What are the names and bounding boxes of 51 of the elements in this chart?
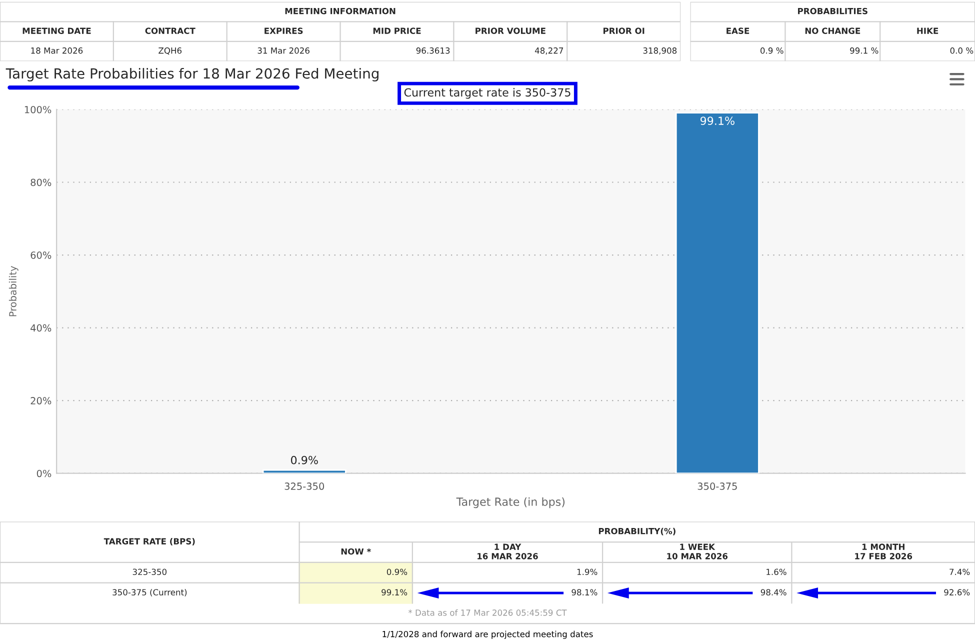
text: 1.6% (766, 568, 786, 576)
text: 0.9 % (760, 47, 784, 54)
category-label: MEETING DATE (22, 28, 91, 34)
y-tick-label: 80% (30, 178, 52, 186)
data-label: 0.9% (290, 456, 318, 464)
x-tick-label: 350-375 (698, 482, 737, 490)
text: 350-375 (Current) (112, 588, 187, 596)
chart-title: Target Rate Probabilities for 18 Mar 2026 Fed Meeting (6, 68, 378, 82)
category-label: HIKE (917, 28, 938, 34)
y-tick-label: 60% (30, 252, 52, 259)
y-tick-label: 0% (36, 470, 52, 478)
text: 96.3613 (416, 47, 450, 54)
y-tick-label: 100% (24, 106, 52, 114)
category-label: 1 MONTH 17 FEB 2026 (855, 544, 912, 560)
data-label: 99.1% (700, 116, 734, 125)
text: 99.1% (382, 589, 408, 596)
chart-subtitle: Current target rate is 350-375 (404, 88, 570, 99)
y-tick-label: 40% (30, 324, 52, 332)
category-label: 1 WEEK 10 MAR 2026 (667, 544, 728, 560)
category-label: CONTRACT (145, 28, 196, 34)
text: 98.1% (572, 589, 598, 596)
category-label: NO CHANGE (805, 28, 860, 34)
text: 1/1/2028 and forward are projected meeting dates (382, 630, 593, 639)
text: 48,227 (534, 47, 564, 55)
text: 325-350 (132, 568, 167, 576)
text: 31 Mar 2026 (258, 47, 310, 54)
category-label: NOW * (341, 548, 371, 555)
text: 18 Mar 2026 (31, 47, 83, 54)
category-label: EXPIRES (264, 28, 303, 34)
text: 318,908 (643, 47, 677, 55)
text: PROBABILITY(%) (598, 528, 676, 536)
text: ZQH6 (158, 47, 182, 55)
text: PROBABILITIES (798, 8, 868, 14)
text: 92.6% (944, 589, 970, 596)
text: 1.9% (577, 568, 598, 576)
category-label: PRIOR VOLUME (476, 28, 546, 34)
text: 0.9% (386, 568, 408, 576)
text: 7.4% (950, 568, 970, 576)
category-label: TARGET RATE (BPS) (104, 538, 195, 546)
text: 0.0 % (950, 47, 974, 54)
category-label: EASE (726, 28, 750, 34)
y-tick-label: 20% (30, 397, 52, 404)
x-axis-title: Target Rate (in bps) (456, 497, 565, 508)
category-label: MID PRICE (373, 28, 421, 34)
text: * Data as of 17 Mar 2026 05:45:59 CT (408, 609, 567, 616)
category-label: PRIOR OI (603, 28, 644, 34)
text: 98.4% (760, 589, 786, 596)
text: 99.1 % (850, 47, 878, 54)
category-label: 1 DAY 16 MAR 2026 (478, 544, 538, 560)
y-axis-title: Probability (8, 266, 18, 316)
text: MEETING INFORMATION (285, 8, 396, 14)
